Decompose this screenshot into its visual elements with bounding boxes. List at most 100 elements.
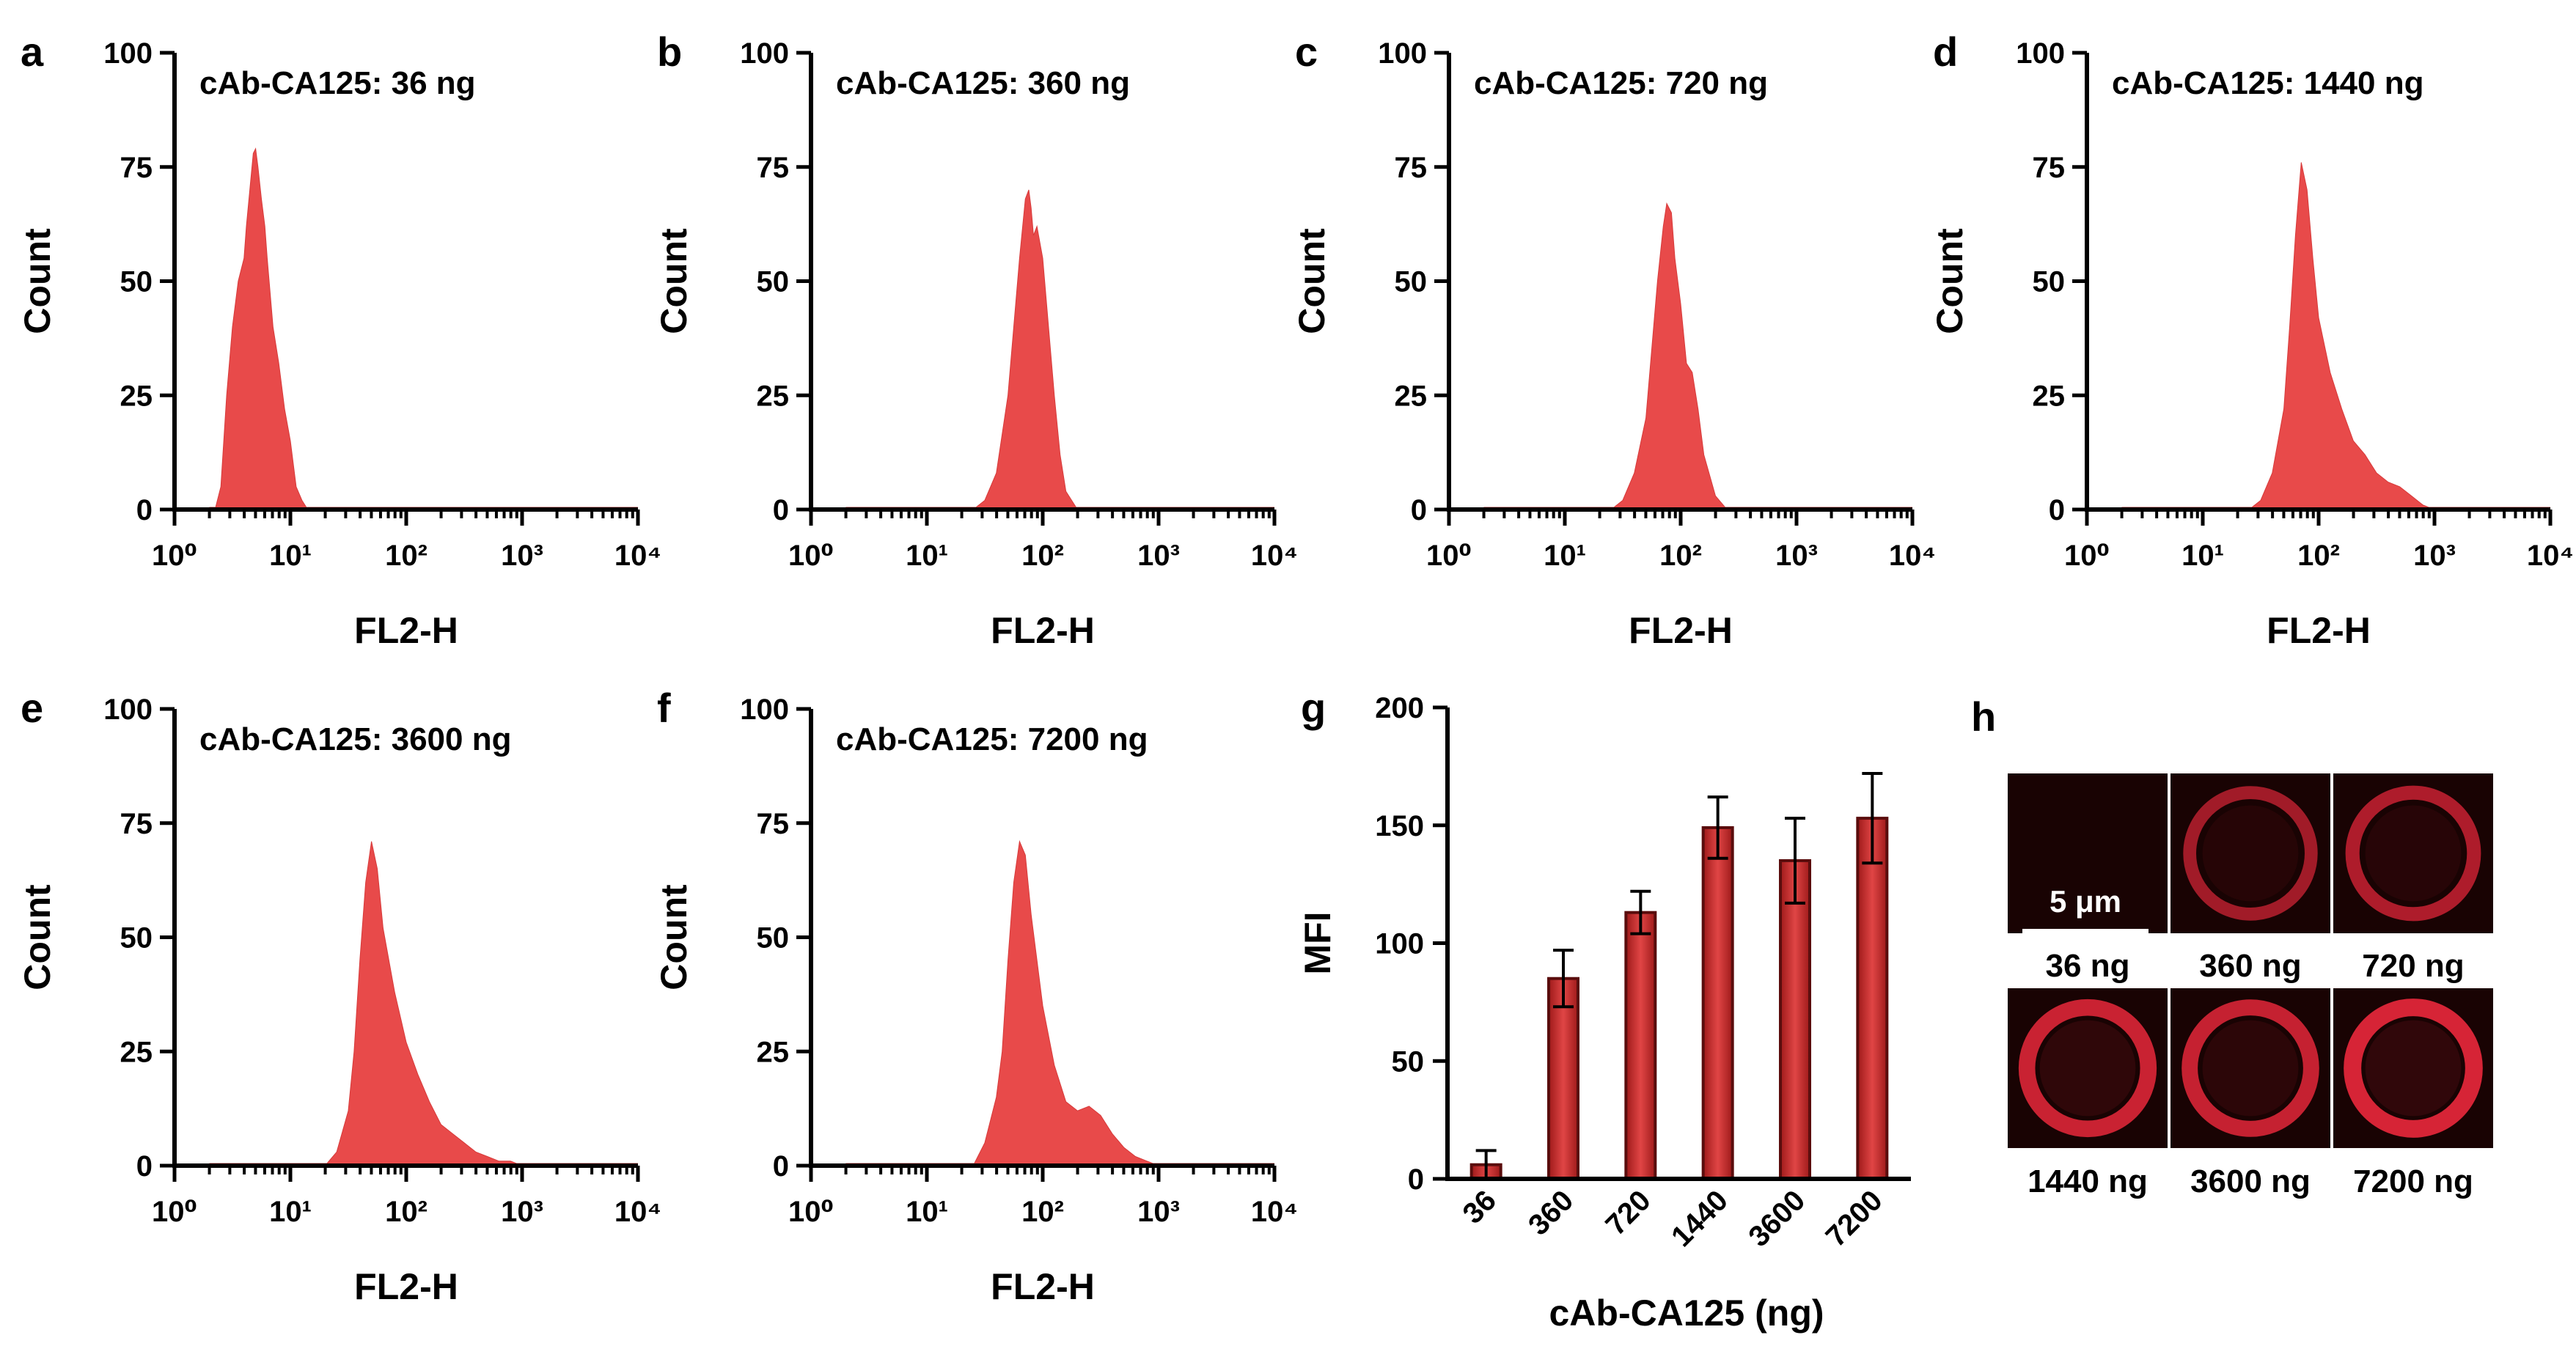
y-tick-label: 0 xyxy=(2049,494,2065,526)
panel-letter: a xyxy=(21,29,44,75)
x-tick-label: 1440 xyxy=(1665,1184,1734,1253)
micrograph xyxy=(2333,773,2493,933)
x-tick-label: 10¹ xyxy=(2181,540,2224,572)
panel-title: cAb-CA125: 7200 ng xyxy=(836,721,1148,757)
x-tick-label: 10⁰ xyxy=(152,540,197,572)
x-tick-label: 10³ xyxy=(1137,1196,1180,1228)
y-tick-label: 50 xyxy=(1395,266,1428,298)
x-tick-label: 10⁴ xyxy=(1889,540,1936,572)
cell-interior xyxy=(2365,1020,2462,1117)
x-tick-label: 10¹ xyxy=(1544,540,1586,572)
micrograph-background xyxy=(2333,773,2493,933)
y-tick-label: 25 xyxy=(120,380,153,412)
panel-letter: f xyxy=(657,685,671,731)
y-tick-label: 200 xyxy=(1375,692,1424,724)
y-tick-label: 50 xyxy=(1392,1045,1425,1078)
cell-ring xyxy=(2344,999,2483,1138)
cell-interior xyxy=(2202,1020,2299,1117)
bar xyxy=(1856,817,1889,1180)
y-tick-label: 0 xyxy=(773,1150,789,1183)
x-tick-label: 10³ xyxy=(501,540,543,572)
cell-ring xyxy=(2183,786,2318,921)
bar xyxy=(1624,911,1657,1180)
x-tick-label: 10¹ xyxy=(269,1196,312,1228)
y-tick-label: 25 xyxy=(1395,380,1428,412)
x-tick-label: 10² xyxy=(1021,1196,1064,1228)
micrograph xyxy=(2008,773,2168,933)
panel-letter: e xyxy=(21,685,43,731)
y-tick-label: 50 xyxy=(757,266,790,298)
panel-title: cAb-CA125: 36 ng xyxy=(199,65,476,101)
x-tick-label: 10⁰ xyxy=(788,1196,834,1228)
y-tick-label: 50 xyxy=(2033,266,2066,298)
y-tick-label: 0 xyxy=(136,1150,153,1183)
micrograph xyxy=(2333,988,2493,1148)
histogram-area xyxy=(1610,202,1728,510)
x-tick-label: 720 xyxy=(1599,1184,1656,1241)
y-tick-label: 50 xyxy=(120,922,153,955)
micrograph-label: 36 ng xyxy=(2046,948,2130,984)
x-tick-label: 10¹ xyxy=(906,540,948,572)
x-tick-label: 10⁰ xyxy=(1426,540,1472,572)
cell-interior xyxy=(2365,805,2462,902)
x-axis-title: FL2-H xyxy=(354,1266,458,1307)
y-tick-label: 50 xyxy=(757,922,790,955)
micrograph-label: 360 ng xyxy=(2199,948,2301,984)
histogram-panel-d: 0 25 50 75 100 10⁰ 10¹ 10² 10³ 10⁴ FL2-H Count cAb-C… xyxy=(1929,29,2574,651)
cell-ring xyxy=(2345,785,2481,922)
micrograph-label: 3600 ng xyxy=(2190,1163,2311,1199)
x-tick-label: 7200 xyxy=(1820,1184,1889,1253)
x-tick-label: 10³ xyxy=(501,1196,543,1228)
panel-title: cAb-CA125: 1440 ng xyxy=(2112,65,2423,101)
y-tick-label: 100 xyxy=(740,694,789,726)
y-tick-label: 100 xyxy=(2016,37,2065,70)
x-tick-label: 10⁰ xyxy=(152,1196,197,1228)
x-tick-label: 10³ xyxy=(1775,540,1818,572)
y-axis-title: Count xyxy=(653,884,694,990)
y-tick-label: 0 xyxy=(136,494,153,526)
micrograph xyxy=(2008,988,2168,1148)
x-tick-label: 10² xyxy=(1021,540,1064,572)
histogram-panel-a: 0 25 50 75 100 10⁰ 10¹ 10² 10³ 10⁴ FL2-H Count cAb-C… xyxy=(17,29,661,651)
y-tick-label: 100 xyxy=(103,37,153,70)
x-axis-title: FL2-H xyxy=(991,1266,1095,1307)
x-tick-label: 10¹ xyxy=(906,1196,948,1228)
micrograph xyxy=(2170,988,2330,1148)
cell-ring xyxy=(2018,999,2157,1138)
micrograph-panel-h: h 36 ng 360 ng 720 ng 1440 ng 3600 ng 7200 ng 5… xyxy=(1971,694,2493,1199)
x-axis-title: FL2-H xyxy=(354,610,458,651)
histogram-area xyxy=(972,189,1079,510)
x-tick-label: 10² xyxy=(385,1196,428,1228)
micrograph-label: 720 ng xyxy=(2362,948,2464,984)
histogram-panel-b: 0 25 50 75 100 10⁰ 10¹ 10² 10³ 10⁴ FL2-H Count cAb-C… xyxy=(653,29,1298,651)
histogram-area xyxy=(209,147,638,510)
x-tick-label: 10³ xyxy=(2413,540,2456,572)
micrograph-background xyxy=(2170,773,2330,933)
x-tick-label: 3600 xyxy=(1742,1184,1811,1253)
x-tick-label: 10⁴ xyxy=(1251,540,1298,572)
panel-title: cAb-CA125: 720 ng xyxy=(1474,65,1768,101)
cell-interior xyxy=(2039,1020,2136,1117)
panel-title: cAb-CA125: 360 ng xyxy=(836,65,1130,101)
cell-interior xyxy=(2202,805,2299,902)
scale-bar-label: 5 μm xyxy=(2050,884,2121,919)
x-axis-title: FL2-H xyxy=(1629,610,1733,651)
histogram-panel-e: 0 25 50 75 100 10⁰ 10¹ 10² 10³ 10⁴ FL2-H Count cAb-C… xyxy=(17,685,661,1307)
y-tick-label: 75 xyxy=(1395,152,1428,184)
y-tick-label: 75 xyxy=(757,808,790,840)
micrograph xyxy=(2170,773,2330,933)
x-tick-label: 10² xyxy=(1659,540,1702,572)
y-axis-title: Count xyxy=(1291,228,1332,334)
y-tick-label: 100 xyxy=(1378,37,1427,70)
x-axis-title: FL2-H xyxy=(991,610,1095,651)
histogram-area xyxy=(324,841,534,1166)
histogram-area xyxy=(972,839,1170,1166)
x-tick-label: 10⁴ xyxy=(1251,1196,1298,1228)
panel-letter: b xyxy=(657,29,682,75)
x-tick-label: 10² xyxy=(2297,540,2340,572)
histogram-panel-c: 0 25 50 75 100 10⁰ 10¹ 10² 10³ 10⁴ FL2-H Count cAb-C… xyxy=(1291,29,1936,651)
y-axis-title: MFI xyxy=(1297,911,1338,974)
y-axis-title: Count xyxy=(17,884,58,990)
panel-letter: d xyxy=(1933,29,1958,75)
x-tick-label: 36 xyxy=(1456,1184,1502,1230)
